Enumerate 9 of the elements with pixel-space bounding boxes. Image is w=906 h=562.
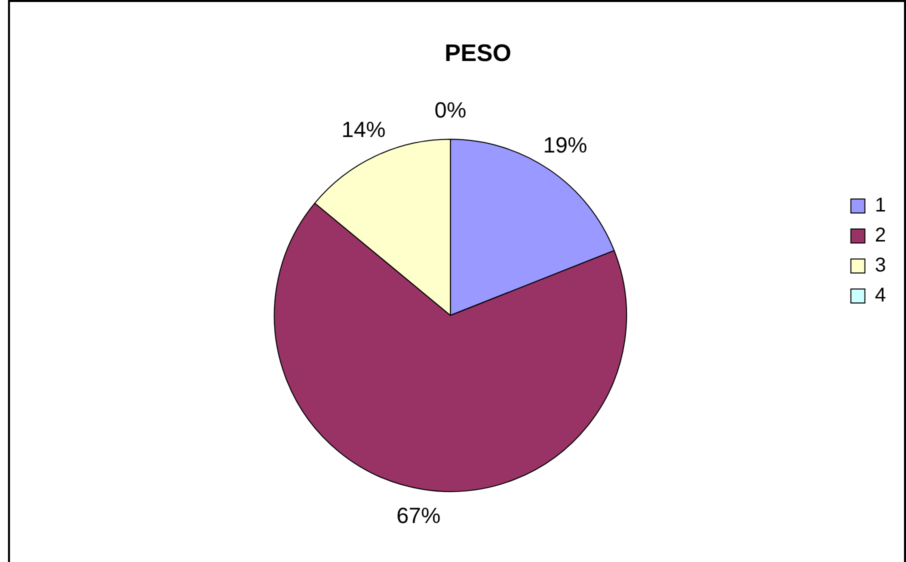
text: 0%	[434, 97, 466, 122]
data-label: 14%	[342, 116, 386, 142]
chart-title: PESO	[444, 40, 512, 68]
legend-label: 3	[874, 254, 886, 277]
legend-label: 1	[874, 194, 886, 217]
data-label: 67%	[396, 503, 441, 528]
data-label: 19%	[543, 132, 588, 158]
legend-label: 2	[874, 224, 886, 247]
legend-label: 4	[874, 284, 886, 307]
